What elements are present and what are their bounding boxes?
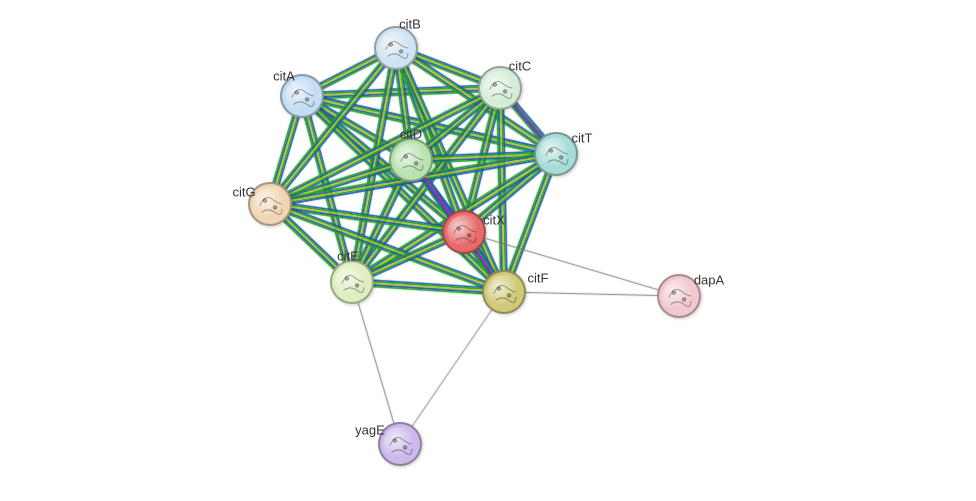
node-structure-icon [539, 137, 573, 171]
node-structure-icon [394, 143, 428, 177]
node-structure-icon [379, 31, 413, 65]
node-citB[interactable] [374, 26, 418, 70]
node-citT[interactable] [534, 132, 578, 176]
node-citF[interactable] [482, 270, 526, 314]
node-structure-icon [285, 79, 319, 113]
node-citC[interactable] [478, 66, 522, 110]
node-dapA[interactable] [657, 274, 701, 318]
node-citG[interactable] [248, 182, 292, 226]
node-structure-icon [662, 279, 696, 313]
node-yagE[interactable] [378, 422, 422, 466]
node-structure-icon [483, 71, 517, 105]
node-citD[interactable] [389, 138, 433, 182]
node-citA[interactable] [280, 74, 324, 118]
node-structure-icon [447, 215, 481, 249]
node-citX[interactable] [442, 210, 486, 254]
node-structure-icon [335, 265, 369, 299]
node-structure-icon [487, 275, 521, 309]
node-structure-icon [383, 427, 417, 461]
node-structure-icon [253, 187, 287, 221]
node-citE[interactable] [330, 260, 374, 304]
